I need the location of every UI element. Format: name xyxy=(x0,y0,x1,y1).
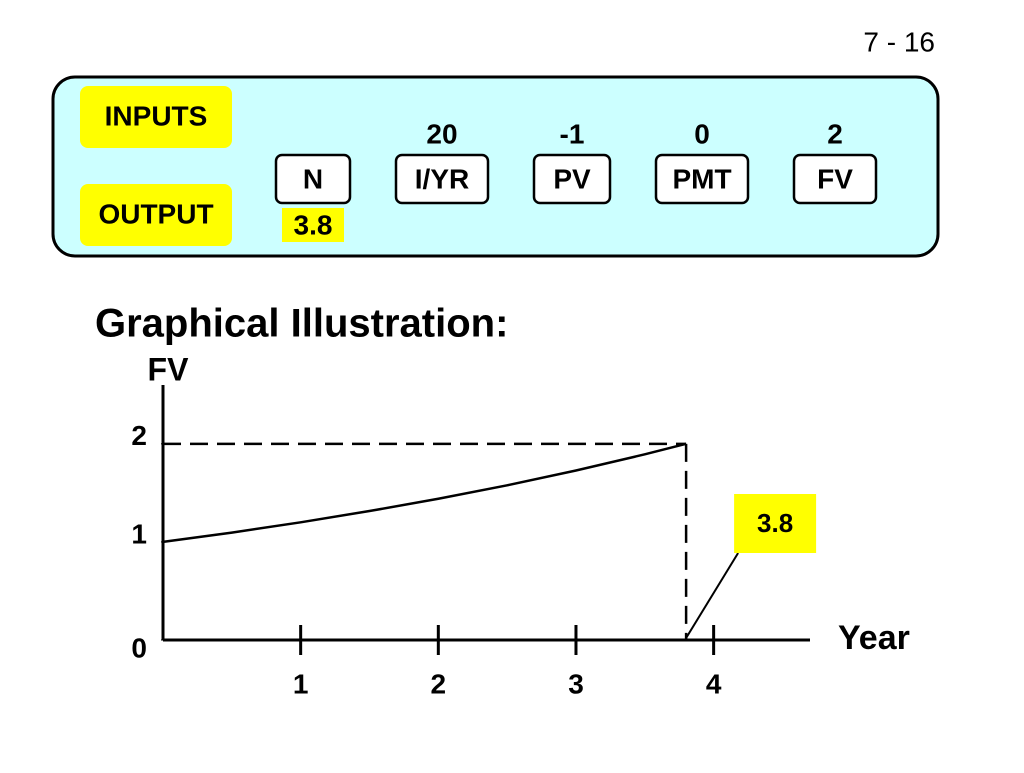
output-label-box xyxy=(80,184,232,246)
x-tick-label: 3 xyxy=(568,668,584,699)
x-tick-label: 4 xyxy=(706,668,722,699)
chart-title: Graphical Illustration: xyxy=(95,302,508,346)
input-value: 0 xyxy=(694,118,710,149)
output-label: OUTPUT xyxy=(98,198,213,229)
input-value: 20 xyxy=(426,118,457,149)
input-value: -1 xyxy=(560,118,585,149)
callout-line xyxy=(685,552,739,639)
key xyxy=(654,153,750,205)
key-label: PV xyxy=(553,163,591,194)
y-tick-label: 1 xyxy=(131,518,147,549)
input-value: 2 xyxy=(827,118,843,149)
inputs-label-box xyxy=(80,86,232,148)
x-tick-label: 2 xyxy=(431,668,447,699)
calculator-panel xyxy=(51,75,940,258)
output-box xyxy=(282,208,344,242)
keys: N 3.8 I/YR 20 PV -1 PMT 0 FV 2 xyxy=(274,118,878,242)
plot: 0 1 2 1 2 3 4 3.8 xyxy=(131,385,817,699)
key-label: I/YR xyxy=(415,163,469,194)
y-axis-label: FV xyxy=(148,351,190,387)
page-number: 7 - 16 xyxy=(863,26,935,57)
y-tick-label: 2 xyxy=(131,420,147,451)
key-label: FV xyxy=(817,163,853,194)
key-label: PMT xyxy=(672,163,731,194)
callout-box xyxy=(734,494,817,553)
x-axis-label: Year xyxy=(838,619,910,657)
key xyxy=(274,153,352,205)
key xyxy=(394,153,490,205)
key xyxy=(532,153,612,205)
key xyxy=(792,153,878,205)
output-value: 3.8 xyxy=(294,209,333,240)
x-tick-label: 1 xyxy=(293,668,309,699)
inputs-label: INPUTS xyxy=(105,100,208,131)
y-tick-label: 0 xyxy=(131,632,147,663)
key-label: N xyxy=(303,163,323,194)
line xyxy=(162,442,687,544)
callout-text: 3.8 xyxy=(757,508,793,538)
